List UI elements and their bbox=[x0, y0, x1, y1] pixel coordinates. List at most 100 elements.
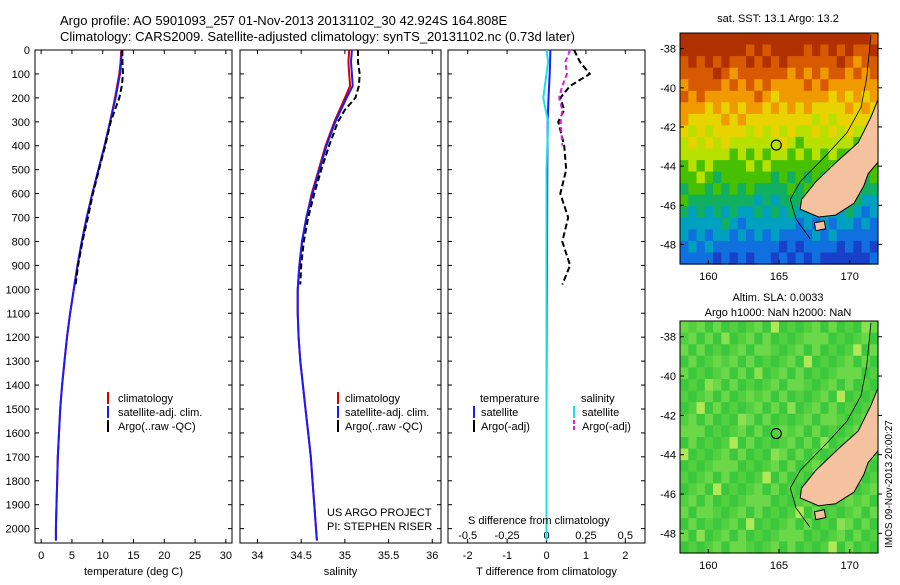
map-cell bbox=[729, 56, 739, 69]
map-cell bbox=[820, 390, 830, 403]
map-cell bbox=[737, 483, 747, 496]
map-cell bbox=[828, 402, 838, 415]
map-cell bbox=[795, 79, 805, 92]
series-line-argo-raw-qc- bbox=[299, 50, 361, 285]
map-cell bbox=[869, 171, 879, 184]
map-cell bbox=[803, 448, 813, 461]
legend-satellite-adj-label: satellite-adj. clim. bbox=[118, 407, 202, 419]
map-cell bbox=[729, 33, 739, 46]
map-cell bbox=[762, 33, 772, 46]
map-cell bbox=[762, 102, 772, 115]
map-cell bbox=[729, 367, 739, 380]
map-cell bbox=[820, 425, 830, 438]
map-cell bbox=[803, 529, 813, 542]
legend-satellite-adj-label: satellite-adj. clim. bbox=[345, 407, 429, 419]
map-cell bbox=[688, 321, 698, 334]
map-cell bbox=[737, 44, 747, 57]
map-cell bbox=[820, 160, 830, 173]
map-cell bbox=[770, 44, 780, 57]
map-cell bbox=[729, 113, 739, 127]
x-tick-label: -1 bbox=[502, 550, 512, 562]
map-cell bbox=[812, 56, 821, 69]
map-cell bbox=[820, 518, 830, 531]
y-tick-label: 1200 bbox=[6, 332, 30, 344]
map-cell bbox=[795, 541, 805, 554]
map-cell bbox=[869, 506, 879, 519]
map-cell bbox=[680, 171, 689, 184]
map-cell bbox=[787, 240, 797, 254]
map-cell bbox=[845, 90, 854, 103]
map-cell bbox=[803, 240, 813, 254]
map-cell bbox=[704, 148, 714, 161]
map-cell bbox=[746, 183, 755, 196]
map-cell bbox=[737, 79, 747, 92]
lat-tick-label: -38 bbox=[660, 44, 676, 56]
map-cell bbox=[746, 102, 755, 115]
map-cell bbox=[861, 367, 871, 380]
map-cell bbox=[779, 160, 788, 173]
map-cell bbox=[845, 332, 854, 345]
map-cell bbox=[779, 125, 788, 138]
map-cell bbox=[828, 240, 838, 254]
map-cell bbox=[737, 495, 747, 508]
map-cell bbox=[795, 240, 805, 254]
map-cell bbox=[696, 529, 706, 542]
map-cell bbox=[704, 402, 714, 415]
map-cell bbox=[737, 437, 747, 450]
map-cell bbox=[762, 448, 772, 461]
map-cell bbox=[770, 379, 780, 392]
map-cell bbox=[704, 125, 714, 138]
map-cell bbox=[795, 160, 805, 173]
map-cell bbox=[787, 148, 797, 161]
map-cell bbox=[737, 148, 747, 161]
map-cell bbox=[853, 217, 863, 230]
lat-tick-label: -42 bbox=[660, 122, 676, 134]
map-cell bbox=[680, 413, 689, 426]
map-cell bbox=[729, 229, 739, 242]
map-cell bbox=[836, 113, 846, 127]
map-cell bbox=[853, 102, 863, 115]
map-cell bbox=[861, 344, 871, 357]
land-stewart-island bbox=[813, 220, 827, 232]
map-cell bbox=[721, 529, 731, 542]
map-cell bbox=[820, 102, 830, 115]
map-cell bbox=[746, 379, 755, 392]
map-cell bbox=[696, 367, 706, 380]
map-cell bbox=[754, 518, 764, 531]
map-cell bbox=[770, 79, 780, 92]
map-cell bbox=[795, 136, 805, 150]
map-cell bbox=[704, 194, 714, 207]
map-cell bbox=[770, 113, 780, 127]
map-cell bbox=[795, 402, 805, 415]
map-cell bbox=[762, 483, 772, 496]
map-cell bbox=[812, 355, 821, 368]
map-cell bbox=[803, 125, 813, 138]
map-cell bbox=[713, 425, 722, 438]
map-cell bbox=[861, 67, 871, 80]
map-cell bbox=[795, 321, 805, 334]
map-cell bbox=[713, 67, 722, 80]
x-tick-label: -2 bbox=[463, 550, 473, 562]
map-cell bbox=[836, 529, 846, 542]
map-cell bbox=[836, 252, 846, 265]
map-cell bbox=[721, 367, 731, 380]
map-cell bbox=[729, 413, 739, 426]
x-axis-label: T difference from climatology bbox=[476, 566, 617, 578]
map-cell bbox=[704, 413, 714, 426]
x-tick-label: 34 bbox=[251, 550, 263, 562]
map-cell bbox=[696, 471, 706, 484]
map-cell bbox=[754, 90, 764, 103]
map-cell bbox=[688, 495, 698, 508]
map-cell bbox=[721, 437, 731, 450]
map-cell bbox=[754, 332, 764, 345]
map-cell bbox=[713, 113, 722, 127]
map-cell bbox=[746, 252, 755, 265]
map-cell bbox=[787, 448, 797, 461]
map-cell bbox=[779, 240, 788, 254]
map-cell bbox=[787, 483, 797, 496]
map-cell bbox=[721, 136, 731, 150]
map-cell bbox=[680, 332, 689, 345]
header-title-line1: Argo profile: AO 5901093_257 01-Nov-2013… bbox=[60, 13, 508, 28]
map-cell bbox=[853, 529, 863, 542]
map-cell bbox=[820, 136, 830, 150]
